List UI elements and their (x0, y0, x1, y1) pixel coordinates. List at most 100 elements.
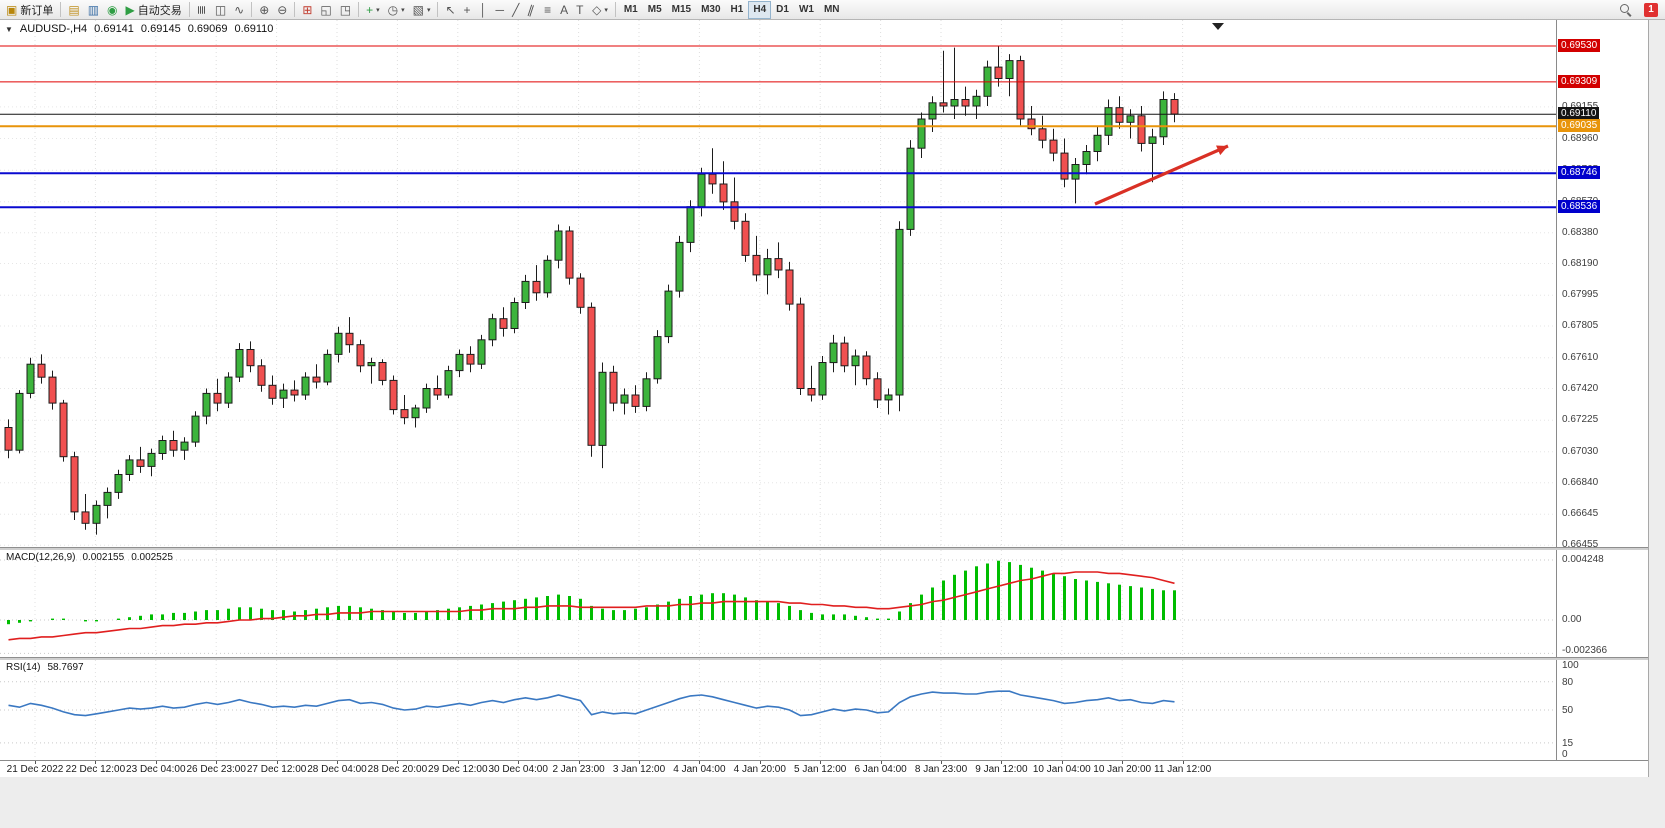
macd-axis-label: 0.00 (1562, 614, 1582, 625)
toolbar-group-order: ▣ 新订单 (2, 1, 57, 19)
charts-grid-icon: ▤ (68, 2, 80, 17)
text-label-icon: T (576, 2, 584, 17)
timeframe-h4-button[interactable]: H4 (748, 0, 772, 19)
data-window-button[interactable]: ▥ (84, 1, 103, 19)
navigator-button[interactable]: ◉ (103, 1, 121, 19)
rsi-name: RSI(14) (6, 662, 41, 673)
price-axis-label: 0.66455 (1562, 539, 1599, 547)
zoom-out-button[interactable]: ⊖ (273, 1, 291, 19)
macd-panel[interactable]: MACD(12,26,9) 0.002155 0.002525 (0, 550, 1556, 657)
rsi-value: 58.7697 (47, 662, 84, 673)
trend-arrow[interactable] (1094, 144, 1229, 206)
autotrading-button[interactable]: ▶ 自动交易 (122, 1, 186, 19)
time-tick (397, 761, 399, 764)
new-order-label: 新订单 (20, 4, 54, 17)
crosshair-icon: + (463, 2, 471, 17)
price-axis-label: 0.67995 (1562, 289, 1599, 301)
panel-splitter-1[interactable] (0, 547, 1648, 550)
charts-grid-button[interactable]: ▤ (64, 1, 83, 19)
macd-axis-label: 0.004248 (1562, 554, 1604, 565)
timeframe-h1-button[interactable]: H1 (726, 1, 749, 19)
shapes-button[interactable]: ◇ ▾ (588, 1, 612, 19)
shapes-icon: ◇ (592, 2, 602, 17)
horizontal-line-button[interactable]: ─ (492, 1, 509, 19)
new-order-button[interactable]: ▣ 新订单 (2, 1, 57, 19)
zoom-in-icon: ⊕ (259, 2, 270, 17)
chart-header: ▼ AUDUSD-,H4 0.69141 0.69145 0.69069 0.6… (5, 23, 273, 35)
time-axis[interactable]: 21 Dec 2022 22 Dec 12:00 23 Dec 04:00 26 De… (0, 760, 1648, 777)
time-axis-label: 11 Jan 12:00 (1154, 764, 1212, 775)
vertical-line-button[interactable]: │ (476, 1, 492, 19)
new-chart-button[interactable]: + ▾ (362, 1, 384, 19)
autotrading-icon: ▶ (125, 2, 135, 17)
zoom-in-button[interactable]: ⊕ (255, 1, 273, 19)
timeframe-w1-button[interactable]: W1 (794, 1, 819, 19)
time-axis-label: 28 Dec 20:00 (367, 764, 428, 775)
channel-icon: ∥ (526, 1, 537, 18)
time-axis-label: 9 Jan 12:00 (975, 764, 1028, 775)
text-icon: A (560, 2, 569, 17)
navigator-icon: ◉ (107, 2, 118, 17)
toolbar-group-panels: ▤ ▥ ◉ ▶ 自动交易 (64, 1, 185, 19)
time-tick (941, 761, 942, 764)
ohlc-low: 0.69069 (187, 23, 228, 35)
time-tick (95, 761, 97, 764)
time-axis-label: 8 Jan 23:00 (914, 764, 968, 775)
timeframe-m15-button[interactable]: M15 (667, 1, 696, 19)
vertical-line-icon: │ (479, 2, 488, 17)
panel-splitter-2[interactable] (0, 657, 1648, 660)
rsi-axis[interactable]: 100 80 50 15 0 (1556, 660, 1648, 760)
chart-line-button[interactable]: ∿ (230, 1, 248, 19)
auto-scroll-icon: ◱ (320, 2, 332, 17)
timeframe-d1-button[interactable]: D1 (771, 1, 794, 19)
tile-windows-button[interactable]: ⊞ (298, 1, 316, 19)
time-tick (1001, 761, 1003, 764)
time-tick (1122, 761, 1124, 764)
price-axis[interactable]: 0.691550.689600.687650.685700.683800.681… (1556, 20, 1648, 547)
time-tick (759, 761, 761, 764)
timeframe-mn-button[interactable]: MN (819, 1, 845, 19)
time-axis-label: 29 Dec 12:00 (428, 764, 488, 775)
timeframe-m30-button[interactable]: M30 (696, 1, 725, 19)
time-tick (337, 761, 338, 764)
time-axis-labels: 21 Dec 2022 22 Dec 12:00 23 Dec 04:00 26 De… (0, 761, 1556, 777)
time-axis-label: 23 Dec 04:00 (126, 764, 186, 775)
chart-shift-button[interactable]: ◳ (336, 1, 355, 19)
time-axis-label: 4 Jan 04:00 (673, 764, 726, 775)
templates-button[interactable]: ▧ ▾ (409, 1, 435, 19)
search-button[interactable] (1615, 1, 1636, 19)
periods-button[interactable]: ◷ ▾ (384, 1, 409, 19)
time-tick (35, 761, 36, 764)
time-tick (276, 761, 278, 764)
auto-scroll-button[interactable]: ◱ (316, 1, 335, 19)
rsi-panel[interactable]: RSI(14) 58.7697 (0, 660, 1556, 760)
crosshair-button[interactable]: + (460, 1, 476, 19)
fibonacci-button[interactable]: ≡ (540, 1, 556, 19)
timeframe-m5-button[interactable]: M5 (643, 1, 667, 19)
cursor-button[interactable]: ↖ (441, 1, 459, 19)
chart-candles-button[interactable]: ◫ (211, 1, 230, 19)
timeframe-m1-button[interactable]: M1 (619, 1, 643, 19)
text-button[interactable]: A (556, 1, 572, 19)
notification-badge[interactable]: 1 (1644, 2, 1658, 17)
candles-layer (4, 46, 1179, 535)
time-axis-label: 5 Jan 12:00 (794, 764, 847, 775)
price-axis-label: 0.68190 (1562, 257, 1599, 269)
rsi-label: RSI(14) 58.7697 (6, 662, 84, 673)
rsi-axis-label: 15 (1562, 737, 1574, 749)
text-label-button[interactable]: T (572, 1, 588, 19)
macd-axis[interactable]: 0.004248 0.00 -0.002366 (1556, 550, 1648, 657)
trendline-button[interactable]: ╱ (508, 1, 524, 19)
price-chart-svg (0, 20, 1556, 547)
time-tick (457, 761, 459, 764)
symbol-dropdown-icon[interactable]: ▼ (5, 24, 13, 34)
channel-button[interactable]: ∥ (524, 1, 540, 19)
chart-shift-marker-icon[interactable] (1212, 23, 1224, 30)
toolbar-separator (60, 2, 62, 17)
chart-bars-button[interactable]: ≣ (193, 1, 211, 19)
trend-arrow-head (1216, 145, 1228, 156)
main-chart-plot[interactable]: ▼ AUDUSD-,H4 0.69141 0.69145 0.69069 0.6… (0, 20, 1556, 547)
chart-symbol-period: AUDUSD-,H4 (19, 23, 88, 35)
ohlc-high: 0.69145 (140, 23, 181, 35)
time-tick (820, 761, 822, 764)
